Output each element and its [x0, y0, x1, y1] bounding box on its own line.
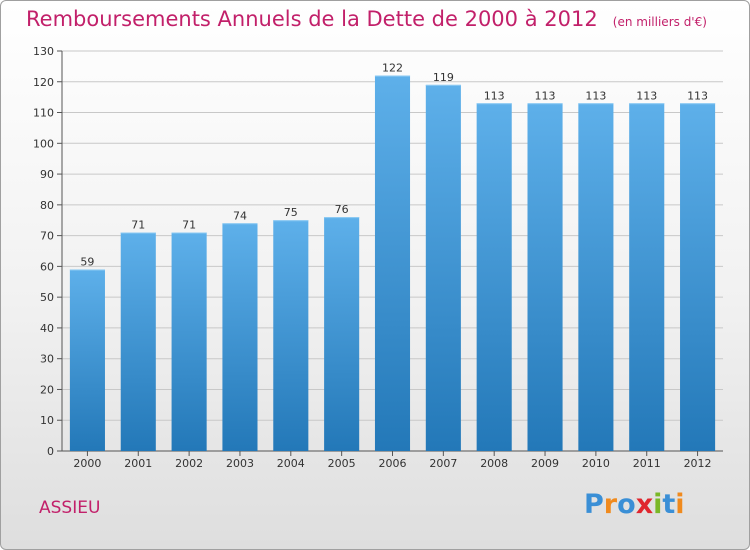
value-label: 75	[284, 206, 298, 219]
y-tick-label: 60	[40, 260, 54, 273]
bar	[476, 103, 512, 452]
value-label: 122	[382, 62, 403, 75]
bar	[120, 232, 156, 451]
y-tick-label: 50	[40, 291, 54, 304]
x-tick-label: 2010	[582, 457, 610, 470]
bar-layer	[69, 75, 716, 452]
value-label: 113	[484, 89, 505, 102]
chart-title: Remboursements Annuels de la Dette de 20…	[26, 7, 598, 31]
x-tick-label: 2006	[379, 457, 407, 470]
x-tick-label: 2002	[175, 457, 203, 470]
x-tick-label: 2000	[73, 457, 101, 470]
value-label: 113	[687, 89, 708, 102]
x-tick-label: 2004	[277, 457, 305, 470]
value-label: 71	[182, 219, 196, 232]
chart-unit: (en milliers d'€)	[612, 15, 707, 29]
label-layer: 59 71 71 74 75 76 122 119 113 113 113 113 113	[80, 62, 708, 269]
bar	[69, 269, 105, 451]
bar	[629, 103, 665, 452]
bar	[222, 223, 258, 451]
value-label: 119	[433, 71, 454, 84]
logo-letter: x	[635, 489, 654, 520]
y-tick-label: 20	[40, 383, 54, 396]
logo-letter: i	[675, 489, 685, 520]
x-tick-label: 2007	[429, 457, 457, 470]
bar	[171, 232, 207, 451]
y-tick-label: 80	[40, 199, 54, 212]
bar	[578, 103, 614, 452]
logo-letter: t	[662, 489, 676, 520]
bar	[425, 84, 461, 451]
value-label: 113	[636, 89, 657, 102]
value-label: 74	[233, 209, 247, 222]
logo-letter: i	[653, 489, 663, 520]
x-tick-label: 2003	[226, 457, 254, 470]
y-tick-label: 70	[40, 230, 54, 243]
y-tick-label: 90	[40, 168, 54, 181]
y-tick-label: 110	[33, 107, 54, 120]
y-tick-label: 30	[40, 353, 54, 366]
y-tick-label: 130	[33, 45, 54, 58]
x-tick-label: 2005	[328, 457, 356, 470]
value-label: 113	[535, 89, 556, 102]
y-tick-label: 100	[33, 137, 54, 150]
proxiti-logo: Proxiti	[584, 489, 685, 520]
x-tick-label: 2001	[124, 457, 152, 470]
y-tick-label: 10	[40, 414, 54, 427]
bar	[527, 103, 563, 452]
x-tick-label: 2012	[684, 457, 712, 470]
logo-letter: P	[584, 489, 604, 520]
bar	[273, 220, 309, 451]
y-tick-label: 0	[47, 445, 54, 458]
commune-label: ASSIEU	[39, 498, 101, 518]
bar	[374, 75, 411, 451]
bar	[680, 103, 716, 452]
value-label: 71	[131, 219, 145, 232]
value-label: 59	[80, 255, 94, 268]
title-row: Remboursements Annuels de la Dette de 20…	[26, 7, 707, 31]
value-label: 76	[335, 203, 349, 216]
y-tick-label: 120	[33, 76, 54, 89]
x-tick-label: 2011	[633, 457, 661, 470]
axis-layer: 0 10 20 30 40 50 60 70 80 90 100 110 120 130 2000 2001 2…	[33, 45, 723, 470]
value-label: 113	[585, 89, 606, 102]
x-tick-label: 2008	[480, 457, 508, 470]
y-tick-label: 40	[40, 322, 54, 335]
logo-letter: o	[617, 489, 636, 520]
logo-letter: r	[603, 489, 618, 520]
bar	[324, 217, 360, 451]
x-tick-label: 2009	[531, 457, 559, 470]
